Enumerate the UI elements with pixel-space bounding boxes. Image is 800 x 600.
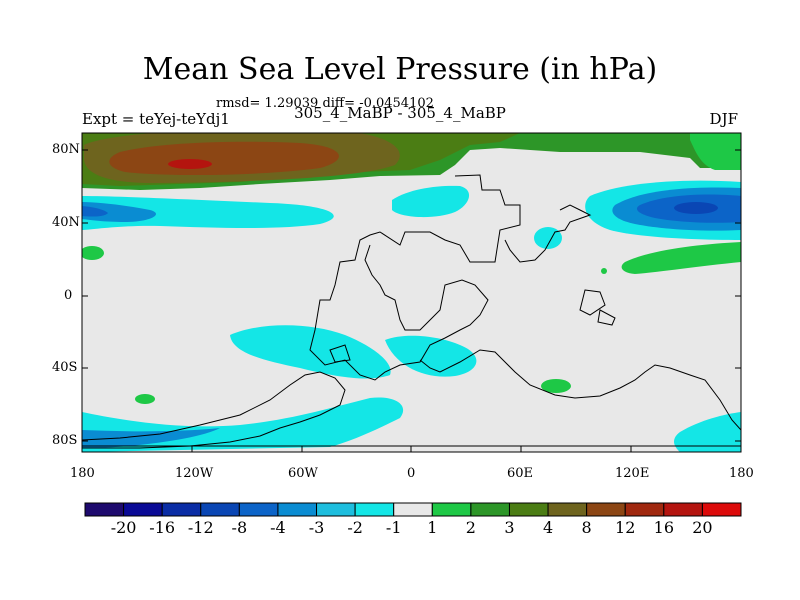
colorbar-label: -12 [187,518,214,537]
colorbar-label: 12 [615,518,636,537]
lon-tick-120w: 120W [175,466,214,481]
lon-tick-60w: 60W [288,466,318,481]
low-small-cyan [534,227,562,249]
lon-tick-180e: 180 [729,466,754,481]
low-central-cyan [392,185,470,218]
lat-tick-40s: 40S [52,360,78,375]
colorbar-label: 16 [653,518,674,537]
south-green-2 [541,379,571,393]
lon-tick-180w: 180 [70,466,95,481]
contour-fills [82,133,741,452]
colorbar-swatch [393,502,433,517]
colorbar-label: 8 [581,518,592,537]
colorbar-swatch [200,502,240,517]
colorbar-swatch [238,502,279,517]
antarctic-blue [82,428,220,448]
colorbar-label: -8 [231,518,248,537]
lon-tick-0: 0 [407,466,416,481]
colorbar-label: -3 [308,518,325,537]
colorbar-label: -20 [110,518,137,537]
colorbar-label: 2 [465,518,476,537]
antarctic-east-cyan [674,412,741,452]
colorbar-swatch [547,502,588,517]
colorbar-label: -1 [385,518,402,537]
colorbar-swatch [316,502,356,517]
season-label: DJF [709,110,738,128]
colorbar-label: -4 [270,518,286,537]
colorbar-label: 4 [542,518,554,537]
south-green-1 [135,394,155,404]
colorbar-swatch [84,502,125,517]
colorbar-swatch [508,502,549,517]
green-west-lobe [82,246,104,260]
colorbar-swatch [624,502,665,517]
lon-tick-120e: 120E [615,466,650,481]
chart-title: Mean Sea Level Pressure (in hPa) [142,52,658,87]
colorbar-swatch [354,502,395,517]
low-east-core [674,202,718,214]
colorbar [84,502,742,517]
south-cyan-2 [385,335,477,377]
colorbar-swatch [663,502,703,517]
colorbar-swatch [431,502,472,517]
colorbar-swatch [586,502,626,517]
colorbar-swatch [701,502,742,517]
colorbar-swatch [161,502,202,517]
lat-tick-eq: 0 [64,288,73,303]
colorbar-swatch [470,502,510,517]
low-west-dblue [82,206,108,217]
colorbar-label: -2 [347,518,363,537]
arctic-dark-brown [109,141,339,176]
low-west-blue [82,202,156,222]
colorbar-label: 3 [504,518,515,537]
stats-text: rmsd= 1.29039 diff= -0.0454102 [216,96,434,111]
colorbar-swatch [123,502,163,517]
green-dot [601,268,607,274]
colorbar-swatch [277,502,318,517]
colorbar-label: -16 [149,518,176,537]
colorbar-label: 20 [692,518,713,537]
siberia-green [690,133,741,170]
lon-tick-60e: 60E [507,466,534,481]
colorbar-label: 1 [427,518,438,537]
arctic-red-core [168,159,212,169]
lat-tick-80n: 80N [52,142,80,157]
experiment-label: Expt = teYej-teYdj1 [82,110,230,128]
subtitle: 305_4_MaBP - 305_4_MaBP [294,104,506,122]
lat-tick-80s: 80S [52,433,78,448]
green-east-lobe [621,242,741,274]
tick-marks [81,149,742,452]
low-west-cyan [82,196,334,230]
lat-tick-40n: 40N [52,215,80,230]
